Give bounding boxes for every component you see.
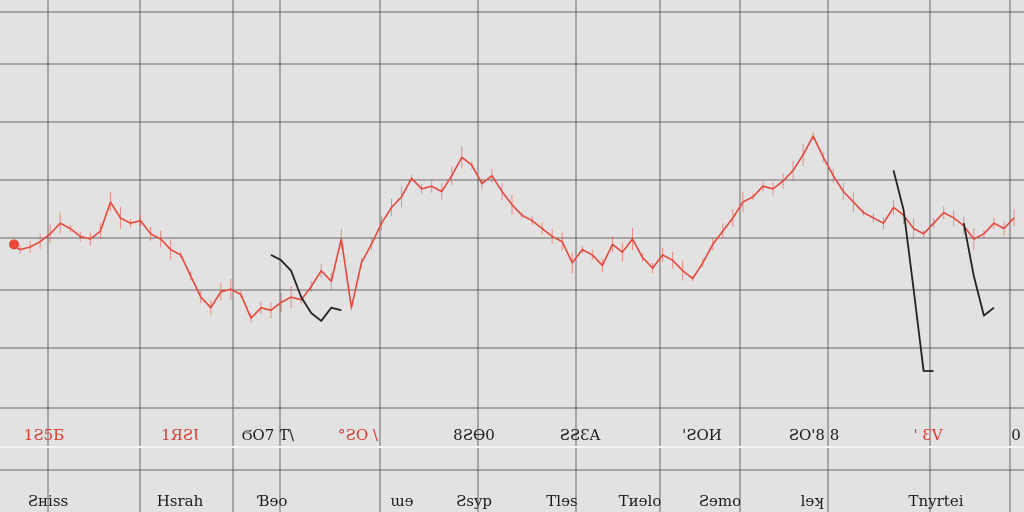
x-tick-label-top-3: °ƧO \ (338, 426, 379, 444)
x-tick-label-top-8: ' ƐV (913, 426, 943, 444)
x-tick-label-bottom-0: Ƨнiss (28, 492, 68, 510)
baseline-band (0, 446, 1024, 448)
x-tick-label-top-4: 8ƧƟ0 (453, 426, 495, 444)
x-tick-label-top-6: 'ƧOИ (682, 426, 722, 444)
x-tick-label-top-7: ƧO'8 8 (789, 426, 840, 444)
series-line-1 (270, 254, 342, 322)
series-line-2 (892, 170, 934, 372)
tick-labels: 1Ƨ5Ƃ 1ЯƧƖ ϬO7 Ƭ\ °ƧO \ 8ƧƟ0 ƧƧƐA 'ƧOИ ƧO'8 8 ' Ɛ… (24, 426, 1021, 510)
x-tick-label-top-5: ƧƧƐA (560, 426, 601, 444)
x-tick-label-top-9: 0 (1011, 426, 1021, 444)
series-layer (9, 132, 1015, 372)
x-tick-label-bottom-7: Ƨɘmo (699, 492, 741, 510)
x-tick-label-bottom-8: lɘʞ (801, 492, 825, 510)
series-start-marker (9, 239, 19, 250)
x-tick-label-bottom-1: Hsrah (157, 492, 204, 510)
x-tick-label-bottom-2: Ɓɘo (257, 492, 288, 510)
x-tick-label-top-1: 1ЯƧƖ (161, 426, 199, 444)
x-tick-label-bottom-3: ɯɘ (390, 492, 413, 510)
x-tick-label-bottom-6: Tиɘlo (619, 492, 662, 510)
x-tick-label-top-2: ϬO7 Ƭ\ (242, 426, 295, 444)
series-line-3 (962, 223, 995, 317)
x-tick-label-bottom-9: Tnyrtei (908, 492, 963, 510)
x-tick-label-bottom-5: Tlɘs (546, 492, 577, 510)
x-tick-label-bottom-4: Ƨsyp (456, 492, 492, 510)
series-line-0 (9, 135, 1015, 320)
x-tick-label-top-0: 1Ƨ5Ƃ (24, 426, 64, 444)
